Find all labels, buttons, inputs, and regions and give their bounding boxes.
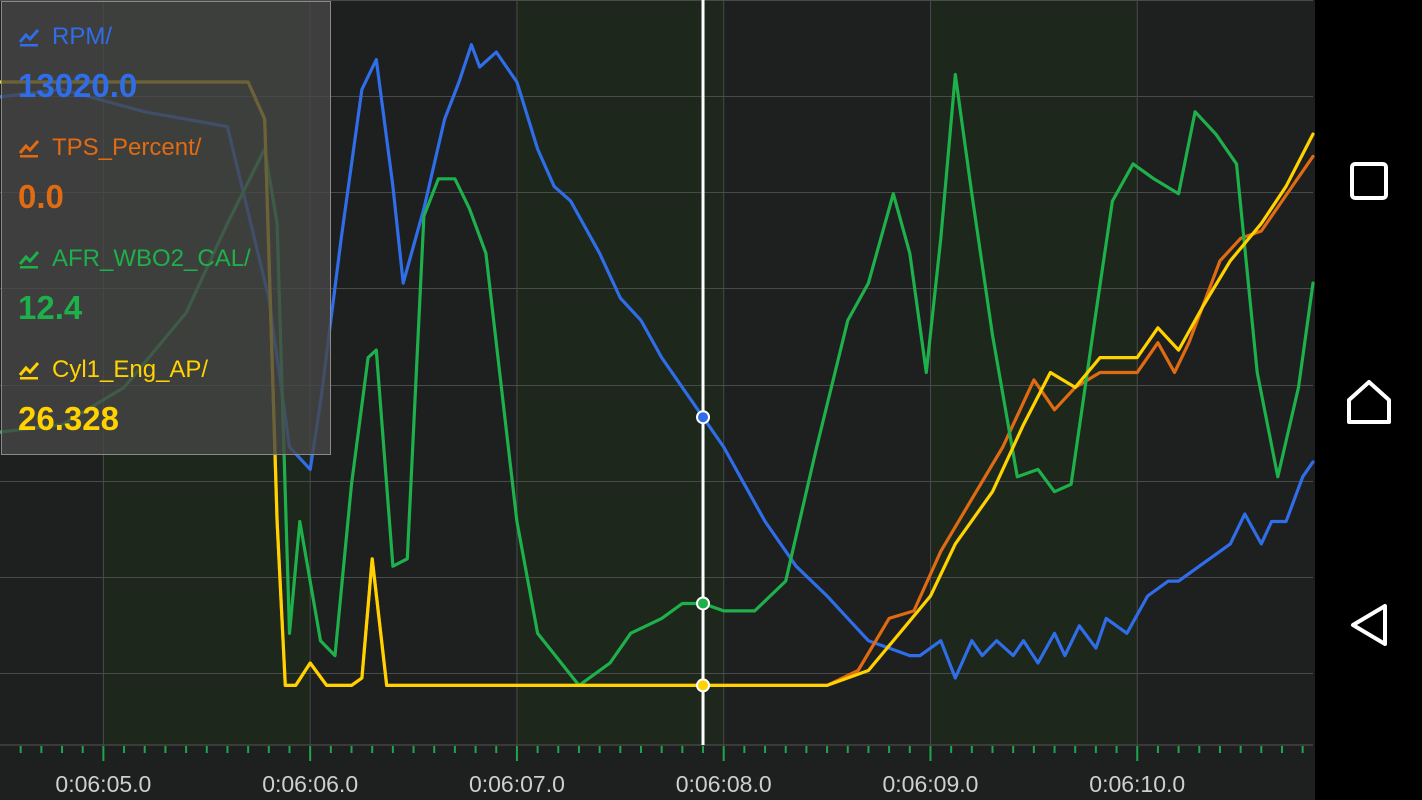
- x-tick-label: 0:06:10.0: [1089, 771, 1185, 797]
- line-chart-icon: [18, 140, 40, 158]
- line-chart-icon: [18, 29, 40, 47]
- home-button[interactable]: [1339, 372, 1399, 432]
- chart-area[interactable]: 0:06:05.0 0:06:06.0 0:06:07.0 0:06:08.0 0:06…: [0, 0, 1315, 800]
- triangle-back-icon: [1351, 604, 1387, 646]
- x-tick-label: 0:06:08.0: [676, 771, 772, 797]
- cursor-marker: [696, 596, 711, 611]
- x-tick-label: 0:06:05.0: [55, 771, 151, 797]
- line-chart-icon: [18, 251, 40, 269]
- back-button[interactable]: [1339, 595, 1399, 655]
- legend-value: 12.4: [18, 289, 83, 326]
- navigation-bar: [1315, 0, 1422, 800]
- home-icon: [1347, 380, 1391, 424]
- legend-value: 26.328: [18, 400, 119, 437]
- shaded-band: [516, 0, 724, 745]
- legend-value: 13020.0: [18, 67, 138, 104]
- x-tick-label: 0:06:09.0: [883, 771, 979, 797]
- square-icon: [1350, 162, 1388, 200]
- x-tick-label: 0:06:06.0: [262, 771, 358, 797]
- legend-name: Cyl1_Eng_AP/: [52, 356, 209, 383]
- cursor-marker: [696, 410, 711, 425]
- series-line-cyl1-eng-ap: [0, 80, 1315, 687]
- legend-value: 0.0: [18, 178, 64, 215]
- legend-entry-cyl1: Cyl1_Eng_AP/ 26.328: [18, 355, 208, 441]
- legend-entry-rpm: RPM/ 13020.0: [18, 22, 137, 108]
- legend-panel: RPM/ 13020.0 TPS_Percent/ 0.0 AFR_WBO2_C…: [1, 1, 331, 455]
- legend-name: AFR_WBO2_CAL/: [52, 245, 251, 272]
- series-line-rpm: [0, 43, 1315, 680]
- line-chart-icon: [18, 362, 40, 380]
- legend-name: RPM/: [52, 23, 112, 50]
- legend-name: TPS_Percent/: [52, 134, 202, 161]
- recents-button[interactable]: [1339, 151, 1399, 211]
- legend-entry-tps: TPS_Percent/ 0.0: [18, 133, 201, 219]
- series-line-afr-wbo2-cal: [0, 72, 1315, 687]
- cursor-marker: [696, 678, 711, 693]
- legend-entry-afr: AFR_WBO2_CAL/ 12.4: [18, 244, 251, 330]
- x-tick-label: 0:06:07.0: [469, 771, 565, 797]
